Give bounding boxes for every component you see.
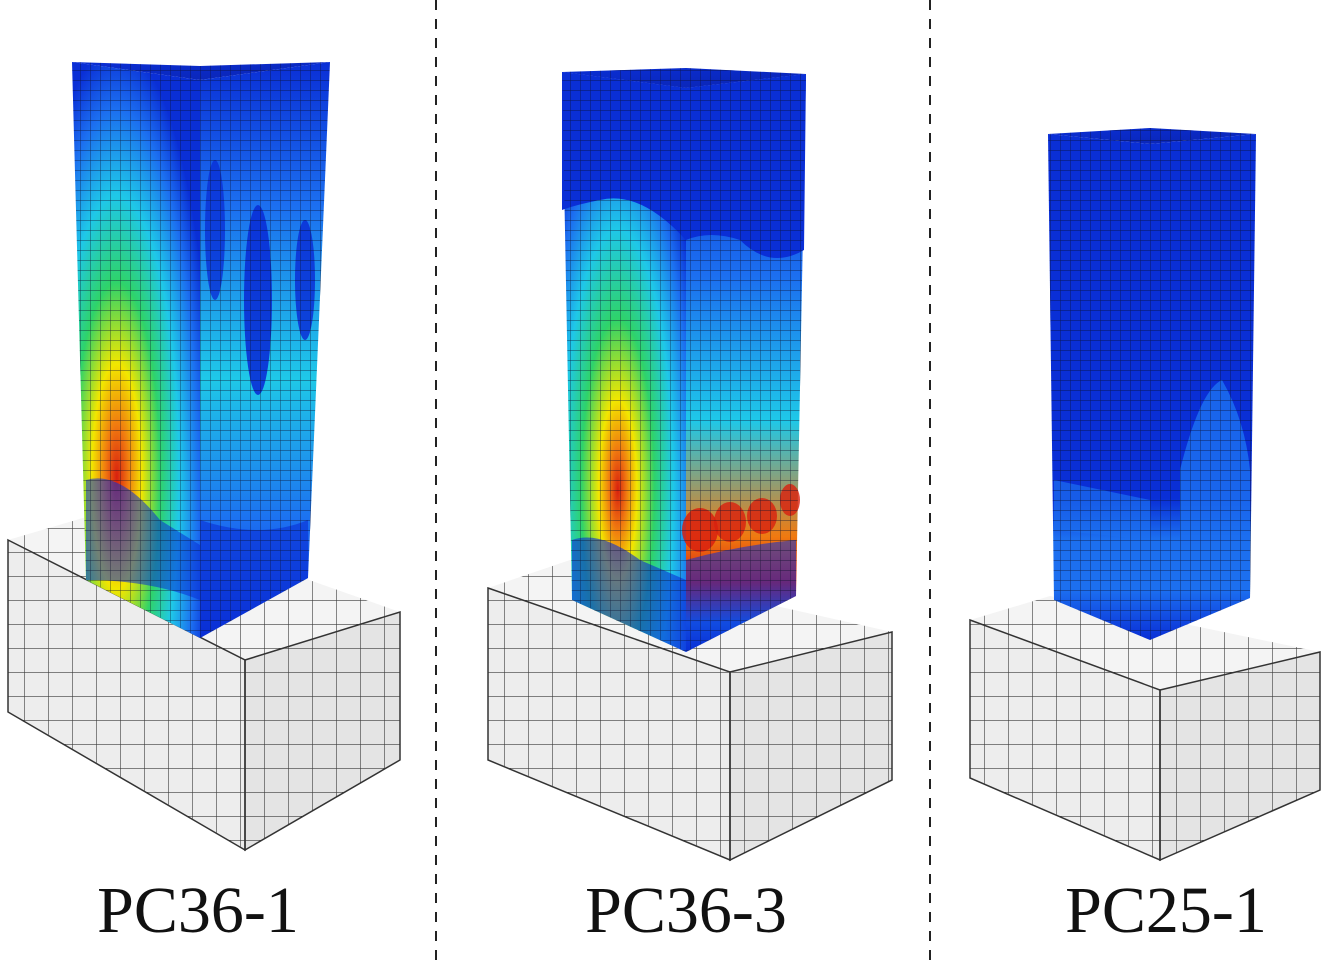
- base-block-3: [969, 596, 1321, 862]
- panel-pc36-3: PC36-3: [487, 68, 893, 947]
- column-2: [562, 68, 806, 652]
- panel-pc36-1: PC36-1: [7, 62, 401, 947]
- panel-pc25-1: PC25-1: [969, 128, 1321, 947]
- panel-label-pc36-1: PC36-1: [97, 874, 299, 947]
- panel-label-pc25-1: PC25-1: [1065, 874, 1267, 947]
- panel-label-pc36-3: PC36-3: [585, 874, 787, 947]
- column-3: [1048, 128, 1256, 640]
- column-1: [72, 62, 330, 638]
